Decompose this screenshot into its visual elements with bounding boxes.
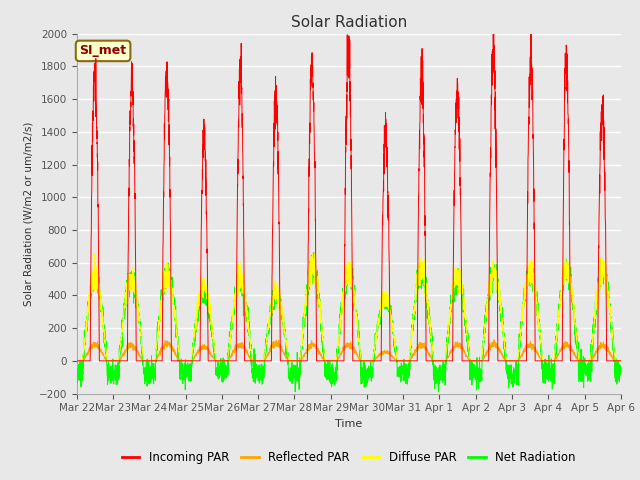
Title: Solar Radiation: Solar Radiation (291, 15, 407, 30)
Legend: Incoming PAR, Reflected PAR, Diffuse PAR, Net Radiation: Incoming PAR, Reflected PAR, Diffuse PAR… (117, 446, 580, 469)
Text: SI_met: SI_met (79, 44, 127, 58)
X-axis label: Time: Time (335, 419, 362, 429)
Y-axis label: Solar Radiation (W/m2 or um/m2/s): Solar Radiation (W/m2 or um/m2/s) (23, 121, 33, 306)
